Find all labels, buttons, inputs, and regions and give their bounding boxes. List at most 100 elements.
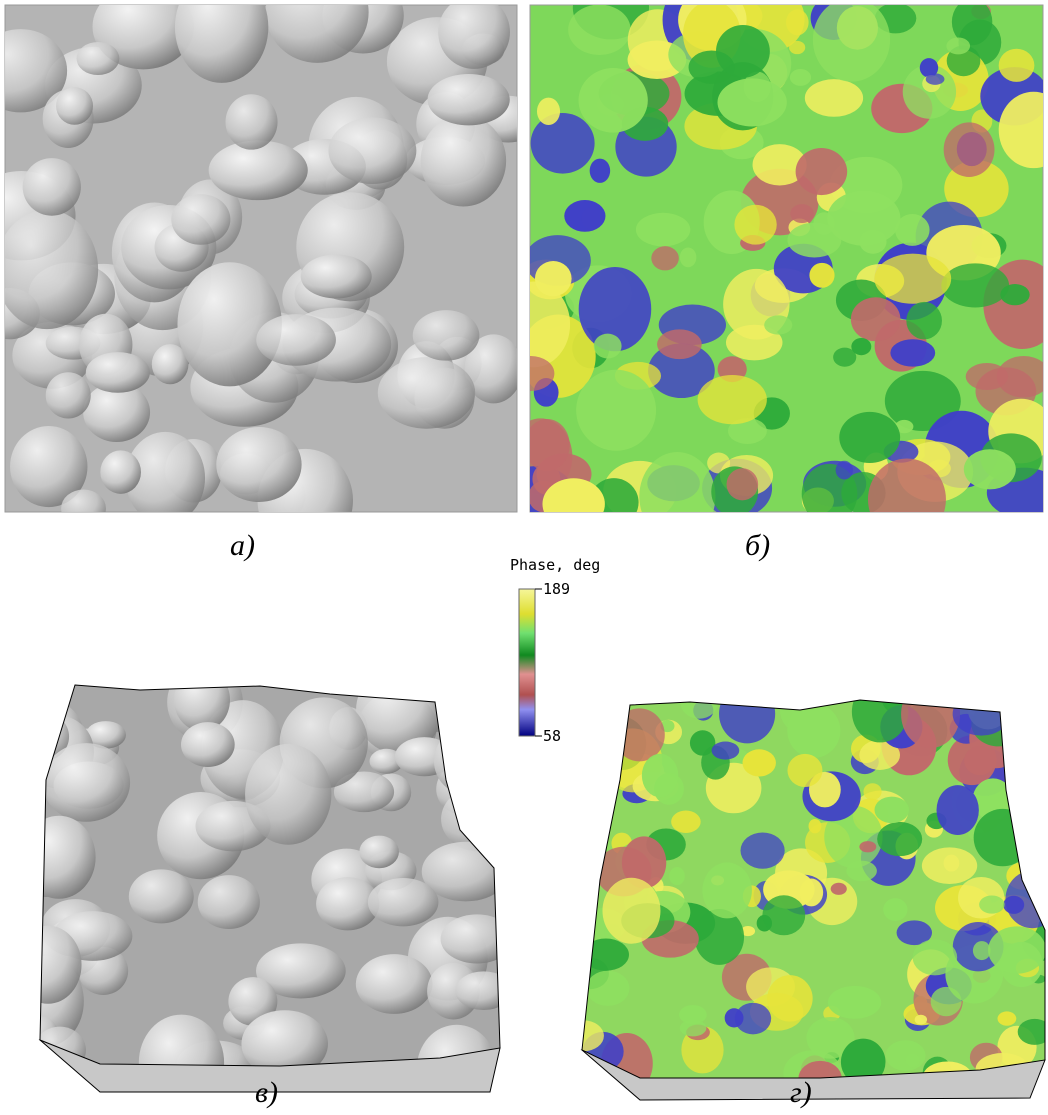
- texture-blob: [174, 669, 230, 732]
- texture-blob: [926, 73, 945, 84]
- texture-blob: [915, 1015, 927, 1025]
- texture-blob: [575, 735, 623, 781]
- panel-label: а): [230, 529, 255, 562]
- texture-blob: [1014, 706, 1048, 754]
- texture-blob: [542, 478, 604, 529]
- panel-label: б): [745, 529, 770, 562]
- texture-blob: [413, 310, 480, 360]
- texture-blob: [999, 691, 1038, 730]
- texture-blob: [717, 78, 786, 126]
- texture-blob: [301, 254, 372, 298]
- texture-blob: [787, 223, 841, 258]
- texture-blob: [586, 971, 629, 1006]
- texture-blob: [890, 339, 935, 366]
- texture-blob: [583, 939, 629, 971]
- texture-blob: [245, 744, 331, 845]
- texture-blob: [695, 909, 744, 965]
- texture-blob: [999, 49, 1035, 82]
- texture-blob: [979, 895, 1004, 913]
- texture-blob: [576, 370, 656, 451]
- texture-blob: [441, 787, 516, 852]
- texture-blob: [256, 314, 336, 366]
- texture-blob: [719, 684, 775, 743]
- texture-blob: [680, 247, 697, 267]
- texture-blob: [931, 987, 962, 1016]
- texture-blob: [657, 329, 702, 359]
- texture-blob: [764, 315, 792, 334]
- texture-blob: [636, 213, 690, 247]
- texture-blob: [901, 681, 960, 748]
- texture-blob: [198, 875, 260, 929]
- texture-blob: [851, 297, 901, 341]
- texture-blob: [455, 971, 512, 1010]
- texture-blob: [698, 375, 767, 424]
- texture-blob: [100, 450, 141, 493]
- texture-blob: [886, 1040, 926, 1071]
- texture-blob: [839, 412, 900, 463]
- texture-blob: [86, 352, 150, 393]
- panel-label: г): [790, 1076, 812, 1109]
- texture-blob: [564, 200, 605, 232]
- texture-blob: [671, 811, 701, 833]
- texture-blob: [14, 926, 81, 1004]
- texture-blob: [937, 785, 979, 835]
- texture-blob: [946, 38, 970, 55]
- texture-blob: [579, 68, 648, 133]
- texture-blob: [787, 704, 840, 758]
- texture-blob: [846, 861, 877, 882]
- texture-blob: [831, 883, 847, 895]
- texture-blob: [209, 140, 308, 200]
- texture-blob: [716, 25, 770, 78]
- panel-label: в): [255, 1076, 278, 1109]
- texture-blob: [868, 458, 946, 540]
- texture-blob: [428, 74, 510, 125]
- texture-blob: [61, 490, 106, 528]
- colorbar-title: Phase, deg: [510, 556, 600, 574]
- colorbar: [519, 589, 535, 736]
- texture-blob: [1016, 743, 1038, 765]
- texture-blob: [809, 263, 834, 288]
- texture-blob: [874, 254, 951, 304]
- texture-blob: [42, 743, 130, 822]
- texture-blob: [813, 0, 890, 82]
- texture-blob: [378, 357, 475, 429]
- texture-blob: [576, 778, 591, 792]
- texture-blob: [859, 841, 876, 852]
- texture-blob: [583, 688, 620, 729]
- texture-blob: [734, 205, 776, 245]
- texture-blob: [913, 939, 958, 975]
- texture-blob: [790, 204, 813, 223]
- texture-blob: [602, 878, 660, 944]
- texture-blob: [998, 1011, 1017, 1025]
- figure: а) б) в) г) Phase, deg 189 58: [0, 0, 1048, 1115]
- texture-blob: [226, 94, 278, 149]
- texture-blob: [836, 461, 853, 480]
- texture-blob: [614, 708, 665, 761]
- texture-blob: [639, 452, 715, 541]
- texture-blob: [874, 797, 909, 824]
- texture-blob: [742, 749, 775, 776]
- texture-blob: [789, 41, 805, 54]
- texture-blob: [883, 898, 907, 921]
- texture-blob: [702, 862, 752, 918]
- texture-blob: [22, 816, 95, 899]
- texture-blob: [906, 1054, 920, 1067]
- texture-blob: [181, 722, 235, 767]
- texture-blob: [216, 427, 301, 502]
- texture-blob: [833, 348, 856, 367]
- texture-blob: [974, 809, 1032, 866]
- texture-blob: [796, 148, 848, 195]
- texture-blob: [735, 1003, 771, 1034]
- texture-blob: [56, 87, 93, 125]
- texture-blob: [356, 954, 433, 1014]
- texture-blob: [964, 449, 1016, 489]
- texture-blob: [944, 122, 995, 177]
- texture-blob: [966, 363, 1008, 390]
- colorbar-max: 189: [543, 580, 570, 598]
- texture-blob: [800, 879, 824, 907]
- texture-blob: [531, 113, 595, 174]
- texture-blob: [944, 855, 960, 872]
- texture-blob: [762, 895, 805, 935]
- texture-blob: [740, 832, 784, 868]
- texture-blob: [537, 98, 560, 125]
